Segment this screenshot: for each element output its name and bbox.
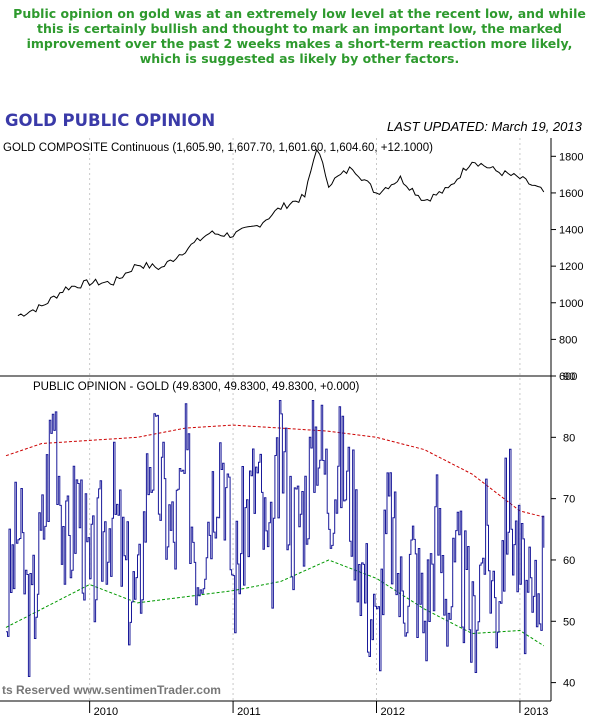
upper-band-line: [5, 424, 544, 518]
x-tick-label: 2010: [94, 706, 118, 718]
price-y-tick-label: 1000: [559, 298, 583, 310]
band-layer: [5, 424, 545, 647]
price-y-tick-label: 600: [559, 371, 577, 383]
opinion-series-header: PUBLIC OPINION - GOLD (49.8300, 49.8300,…: [33, 381, 360, 393]
x-tick-label: 2012: [380, 706, 404, 718]
opinion-y-tick-label: 90: [563, 371, 575, 383]
caption-line: Public opinion on gold was at an extreme…: [13, 6, 586, 21]
grid-layer: [89, 138, 521, 701]
last-updated: LAST UPDATED: March 19, 2013: [387, 119, 583, 134]
axis-layer: 2010 2011 2012 2013 1800 1600 1400 1200 1000 800 6…: [89, 151, 583, 718]
opinion-y-tick-label: 80: [563, 432, 575, 444]
price-y-tick-label: 1600: [559, 188, 583, 200]
caption-line: improvement over the past 2 weeks makes …: [26, 36, 573, 51]
price-y-tick-label: 800: [559, 334, 577, 346]
price-y-tick-label: 1200: [559, 261, 583, 273]
gold-price-line: [17, 148, 545, 317]
opinion-y-tick-label: 40: [563, 678, 575, 690]
public-opinion-line: [6, 400, 545, 677]
x-tick-label: 2011: [237, 706, 261, 718]
caption-line: which is suggested as likely by other fa…: [139, 51, 460, 66]
price-y-tick-label: 1400: [559, 225, 583, 237]
copyright-footer: ts Reserved www.sentimenTrader.com: [2, 683, 221, 697]
opinion-y-tick-label: 70: [563, 494, 575, 506]
chart-title: GOLD PUBLIC OPINION: [5, 111, 215, 130]
opinion-y-tick-label: 50: [563, 616, 575, 628]
caption: Public opinion on gold was at an extreme…: [0, 6, 599, 66]
opinion-y-tick-label: 60: [563, 555, 575, 567]
price-series-header: GOLD COMPOSITE Continuous (1,605.90, 1,6…: [3, 142, 433, 154]
line-layer: [6, 148, 545, 677]
lower-band-line: [5, 559, 545, 647]
price-y-tick-label: 1800: [559, 151, 583, 163]
caption-line: this is certainly bullish and thought to…: [36, 21, 562, 36]
x-tick-label: 2013: [524, 706, 548, 718]
